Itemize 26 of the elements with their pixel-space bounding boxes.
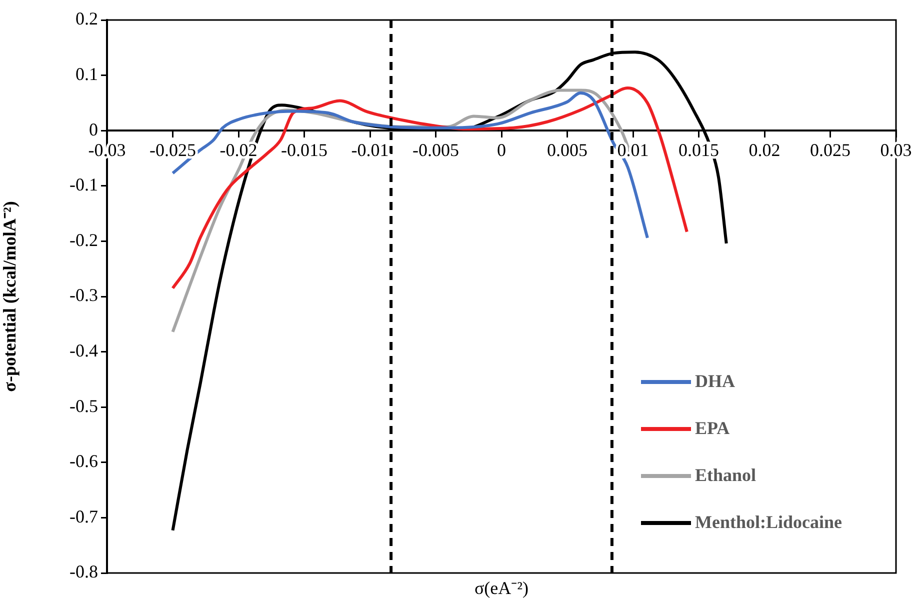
x-tick-label: 0 xyxy=(497,140,506,160)
legend-label: Ethanol xyxy=(695,465,756,486)
x-tick-label: 0.025 xyxy=(810,140,850,160)
legend-label: EPA xyxy=(695,418,730,439)
y-tick-label: 0.1 xyxy=(76,64,98,84)
y-tick-label: -0.6 xyxy=(70,451,98,472)
y-tick-label: -0.4 xyxy=(70,340,98,361)
x-tick-label: 0.02 xyxy=(748,140,780,160)
y-axis-title: σ-potential (kcal/molA⁻²) xyxy=(0,201,20,392)
legend-label: DHA xyxy=(695,371,735,392)
x-tick-label: -0.01 xyxy=(351,140,389,160)
y-tick-label: -0.7 xyxy=(70,506,98,526)
x-tick-label: 0.01 xyxy=(617,140,649,160)
y-tick-label: -0.3 xyxy=(70,285,98,306)
x-tick-label: -0.015 xyxy=(281,140,328,160)
y-tick-label: -0.1 xyxy=(70,174,98,195)
y-tick-label: -0.8 xyxy=(70,562,98,582)
x-tick-label: -0.005 xyxy=(412,140,459,160)
y-tick-label: -0.5 xyxy=(70,396,98,416)
y-tick-label: 0 xyxy=(89,119,98,140)
y-tick-label: 0.2 xyxy=(76,8,98,29)
legend-label: Menthol:Lidocaine xyxy=(695,512,842,533)
x-tick-label: -0.025 xyxy=(150,140,196,160)
x-tick-label: 0.005 xyxy=(547,140,588,160)
y-tick-label: -0.2 xyxy=(70,230,98,250)
x-axis-title: σ(eA⁻²) xyxy=(474,577,529,599)
